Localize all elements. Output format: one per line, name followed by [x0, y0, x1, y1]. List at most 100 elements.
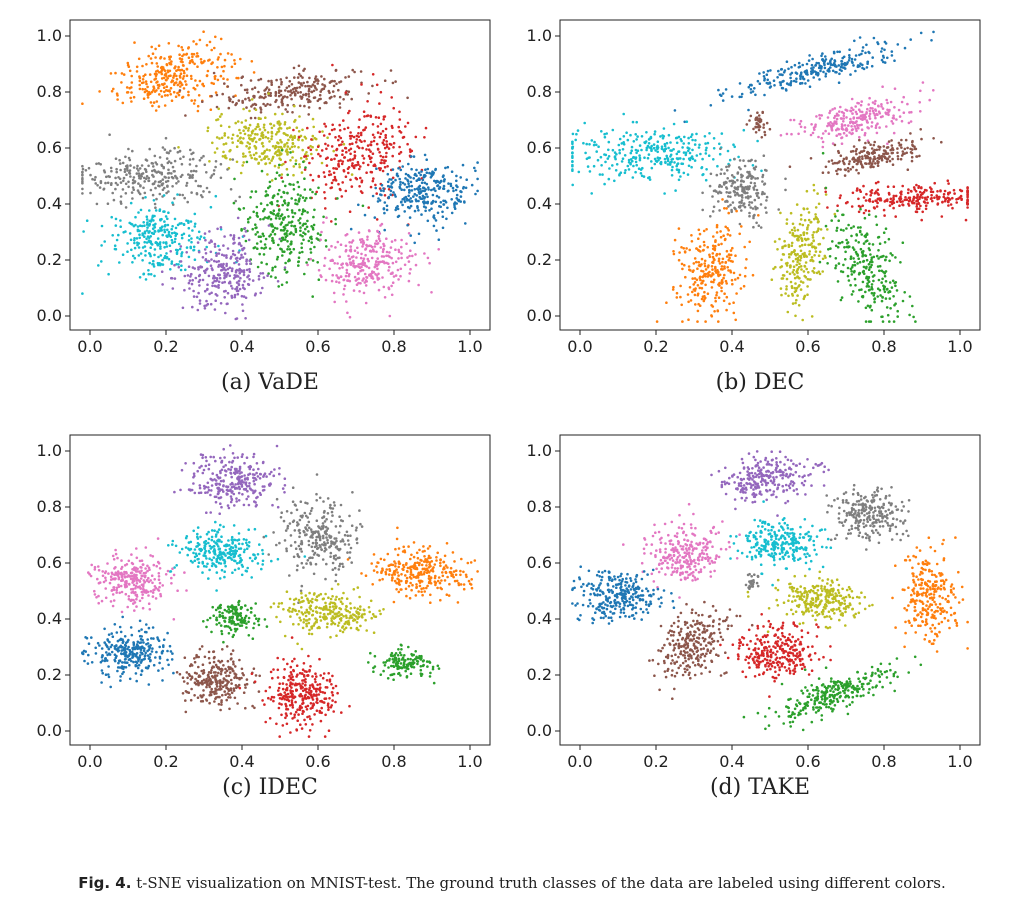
data-point — [430, 291, 433, 294]
data-point — [204, 252, 208, 255]
data-point — [180, 162, 184, 166]
data-point — [691, 277, 694, 280]
data-point — [321, 83, 324, 86]
data-point — [889, 100, 893, 104]
data-point — [822, 59, 825, 63]
data-point — [645, 148, 648, 152]
data-point — [575, 132, 578, 136]
data-point — [862, 272, 866, 276]
data-point — [281, 217, 285, 220]
data-point — [181, 77, 185, 80]
data-point — [153, 154, 157, 158]
data-point — [412, 195, 415, 198]
data-point — [178, 89, 182, 92]
data-point — [882, 56, 885, 59]
data-point — [279, 228, 283, 232]
data-point — [212, 172, 216, 176]
data-point — [325, 216, 328, 219]
data-point — [646, 144, 650, 148]
data-point — [747, 85, 751, 89]
data-point — [214, 293, 218, 296]
data-point — [158, 184, 161, 188]
data-point — [925, 198, 928, 201]
data-point — [629, 161, 632, 165]
data-point — [260, 169, 264, 173]
data-point — [250, 105, 253, 108]
data-point — [275, 171, 279, 174]
data-point — [911, 143, 914, 147]
data-point — [880, 299, 884, 303]
data-point — [306, 211, 309, 214]
data-point — [621, 157, 625, 160]
data-point — [153, 168, 156, 172]
data-point — [681, 146, 684, 149]
data-point — [196, 308, 200, 312]
data-point — [376, 257, 380, 260]
data-point — [365, 171, 368, 174]
data-point — [897, 141, 901, 145]
data-point — [922, 190, 926, 194]
data-point — [192, 245, 196, 249]
data-point — [103, 240, 106, 243]
data-point — [925, 189, 928, 192]
data-point — [655, 160, 659, 163]
data-point — [183, 71, 186, 75]
data-point — [740, 209, 743, 212]
data-point — [190, 77, 193, 80]
data-point — [262, 123, 266, 127]
data-point — [426, 195, 429, 199]
data-point — [881, 85, 884, 88]
data-point — [396, 268, 400, 272]
data-point — [185, 184, 188, 187]
data-point — [906, 102, 909, 106]
data-point — [442, 203, 446, 206]
data-point — [907, 202, 910, 206]
data-point — [248, 142, 251, 146]
data-point — [229, 233, 232, 237]
data-point — [223, 271, 226, 275]
data-point — [415, 168, 418, 172]
data-point — [717, 259, 721, 263]
data-point — [870, 121, 874, 124]
data-point — [574, 138, 577, 142]
data-point — [903, 291, 906, 294]
data-point — [768, 86, 772, 89]
data-point — [138, 79, 142, 83]
data-point — [240, 83, 243, 87]
data-point — [298, 221, 302, 225]
data-point — [643, 156, 646, 159]
data-point — [773, 84, 776, 87]
data-point — [876, 201, 879, 205]
data-point — [164, 241, 168, 244]
data-point — [160, 183, 164, 187]
data-point — [881, 107, 885, 110]
data-point — [214, 160, 218, 163]
data-point — [164, 215, 168, 218]
data-point — [233, 59, 236, 62]
data-point — [173, 277, 177, 280]
data-point — [231, 133, 235, 137]
data-point — [810, 315, 814, 318]
data-point — [898, 199, 902, 202]
data-point — [837, 167, 840, 171]
data-point — [198, 237, 202, 241]
data-point — [247, 129, 250, 132]
data-point — [357, 132, 360, 135]
data-point — [195, 295, 199, 299]
data-point — [156, 69, 159, 73]
data-point — [608, 167, 611, 170]
data-point — [450, 170, 454, 173]
data-point — [443, 199, 447, 203]
data-point — [100, 244, 103, 247]
data-point — [738, 82, 742, 85]
data-point — [144, 196, 147, 199]
data-point — [864, 290, 867, 294]
data-point — [190, 152, 193, 156]
data-point — [890, 120, 893, 123]
data-point — [292, 90, 296, 94]
data-point — [389, 193, 393, 196]
data-point — [833, 64, 837, 68]
data-point — [882, 288, 886, 291]
data-point — [882, 152, 885, 156]
data-point — [862, 270, 865, 273]
